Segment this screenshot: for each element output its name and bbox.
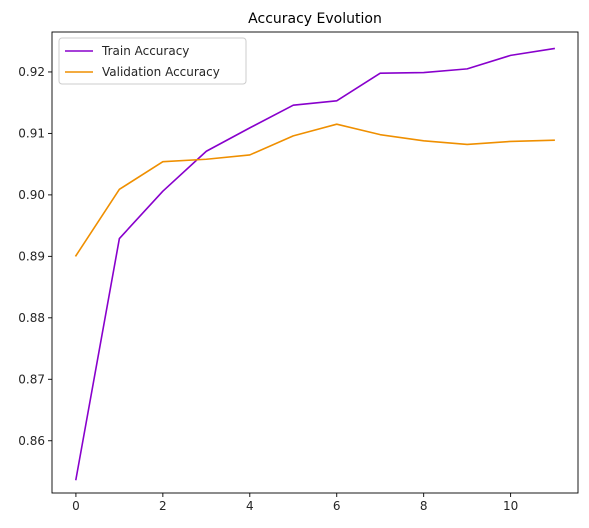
y-tick-label-0: 0.86	[18, 434, 45, 448]
x-tick-label-0: 0	[72, 499, 80, 513]
series-line-1	[74, 123, 555, 257]
x-tick-label-5: 10	[503, 499, 518, 513]
axes: 0 2 4 6 8 10 0.86 0.87 0.88 0.89 0.90 0.91 0.92	[18, 31, 579, 513]
x-tick-label-4: 8	[420, 499, 428, 513]
y-tick-label-2: 0.88	[18, 311, 45, 325]
axes-frame	[51, 31, 579, 494]
y-tick-label-4: 0.90	[18, 188, 45, 202]
legend-label-1: Validation Accuracy	[102, 65, 220, 79]
legend: Train Accuracy Validation Accuracy	[58, 37, 247, 85]
chart-title: Accuracy Evolution	[248, 11, 382, 27]
y-tick-label-1: 0.87	[18, 372, 45, 386]
y-tick-label-5: 0.91	[18, 126, 45, 140]
x-tick-label-1: 2	[159, 499, 167, 513]
legend-label-0: Train Accuracy	[101, 44, 189, 58]
legend-box	[58, 37, 247, 85]
plot-area	[74, 47, 556, 481]
y-tick-label-6: 0.92	[18, 65, 45, 79]
x-tick-label-3: 6	[333, 499, 341, 513]
y-tick-label-3: 0.89	[18, 249, 45, 263]
x-tick-label-2: 4	[246, 499, 254, 513]
series-line-0	[74, 47, 556, 481]
